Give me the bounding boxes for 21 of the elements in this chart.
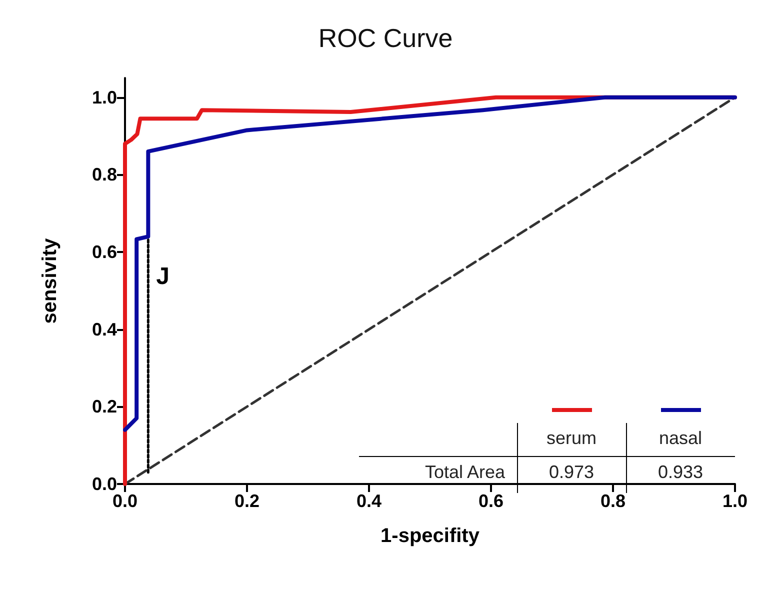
legend-label: serum bbox=[545, 428, 598, 449]
x-axis-title: 1-specifity bbox=[380, 525, 480, 547]
y-tick-label: 1.0 bbox=[92, 87, 117, 108]
x-tick-label: 1.0 bbox=[722, 491, 748, 511]
chart-title: ROC Curve bbox=[318, 23, 453, 53]
x-tick-label: 0.4 bbox=[356, 491, 382, 511]
x-tick-label: 0.2 bbox=[234, 491, 260, 511]
legend-label: nasal bbox=[658, 428, 704, 449]
y-tick-label: 0.8 bbox=[92, 164, 117, 185]
annotation: Total Area bbox=[424, 462, 505, 483]
y-tick-label: 0.4 bbox=[92, 319, 117, 340]
annotation: 0.973 bbox=[548, 462, 596, 483]
y-tick-label: 0.2 bbox=[92, 396, 117, 417]
x-tick-label: 0.0 bbox=[112, 491, 138, 511]
annotation: J bbox=[156, 263, 170, 290]
y-axis-title: sensivity bbox=[39, 237, 61, 324]
annotation: 0.933 bbox=[656, 462, 704, 483]
y-tick-label: 0.0 bbox=[92, 474, 117, 494]
x-tick-label: 0.8 bbox=[600, 491, 626, 511]
x-tick-label: 0.6 bbox=[478, 491, 504, 511]
y-tick-label: 0.6 bbox=[92, 242, 117, 262]
